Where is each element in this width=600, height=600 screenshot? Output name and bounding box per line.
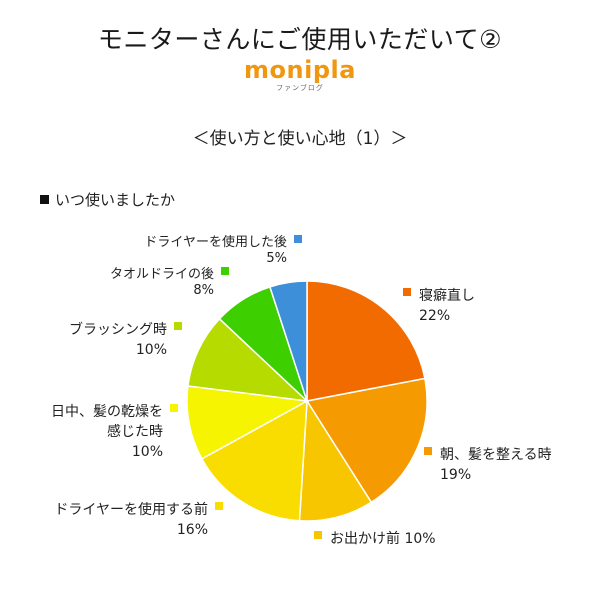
legend-swatch xyxy=(174,322,182,330)
legend-swatch xyxy=(424,447,432,455)
pie-slice xyxy=(305,377,428,504)
pie-slice xyxy=(200,399,308,522)
slice-label: 感じた時 xyxy=(107,423,163,440)
pie-slice xyxy=(306,280,426,402)
slice-value-label: 8% xyxy=(193,283,214,298)
slice-value-label: 22% xyxy=(419,308,450,324)
slice-label: ドライヤーを使用する前 xyxy=(54,501,208,518)
legend-swatch xyxy=(314,531,322,539)
slice-value-label: 5% xyxy=(266,251,287,266)
legend-swatch xyxy=(294,235,302,243)
slice-label: タオルドライの後 xyxy=(110,267,214,282)
slice-value-label: 10% xyxy=(132,444,163,460)
section-subtitle: ＜使い方と使い心地（1）＞ xyxy=(192,129,408,149)
page-title: モニターさんにご使用いただいて② xyxy=(97,25,503,54)
legend-swatch xyxy=(215,502,223,510)
square-bullet-icon xyxy=(40,195,49,204)
pie-slice xyxy=(186,385,310,460)
slice-label: ドライヤーを使用した後 xyxy=(144,234,287,250)
slice-label: 寝癖直し xyxy=(419,287,475,304)
slice-label: ブラッシング時 xyxy=(69,321,167,338)
pie-slice xyxy=(187,317,310,403)
logo-text: monipla xyxy=(244,56,356,84)
slice-value-label: 19% xyxy=(440,467,471,483)
legend-swatch xyxy=(221,267,229,275)
slice-value-label: 10% xyxy=(136,342,167,358)
legend-swatch xyxy=(170,404,178,412)
slice-label: お出かけ前 10% xyxy=(330,530,436,547)
question-text: いつ使いましたか xyxy=(55,191,176,209)
legend-swatch xyxy=(403,288,411,296)
slice-value-label: 16% xyxy=(177,522,208,538)
pie-slice xyxy=(298,398,373,522)
slice-label: 日中、髪の乾燥を xyxy=(51,404,163,420)
monipla-logo: monipla ファンブログ xyxy=(0,58,600,93)
question-heading: いつ使いましたか xyxy=(40,189,175,210)
slice-label: 朝、髪を整える時 xyxy=(440,447,552,463)
pie-slice xyxy=(268,280,308,402)
logo-subtext: ファンブログ xyxy=(276,84,324,92)
